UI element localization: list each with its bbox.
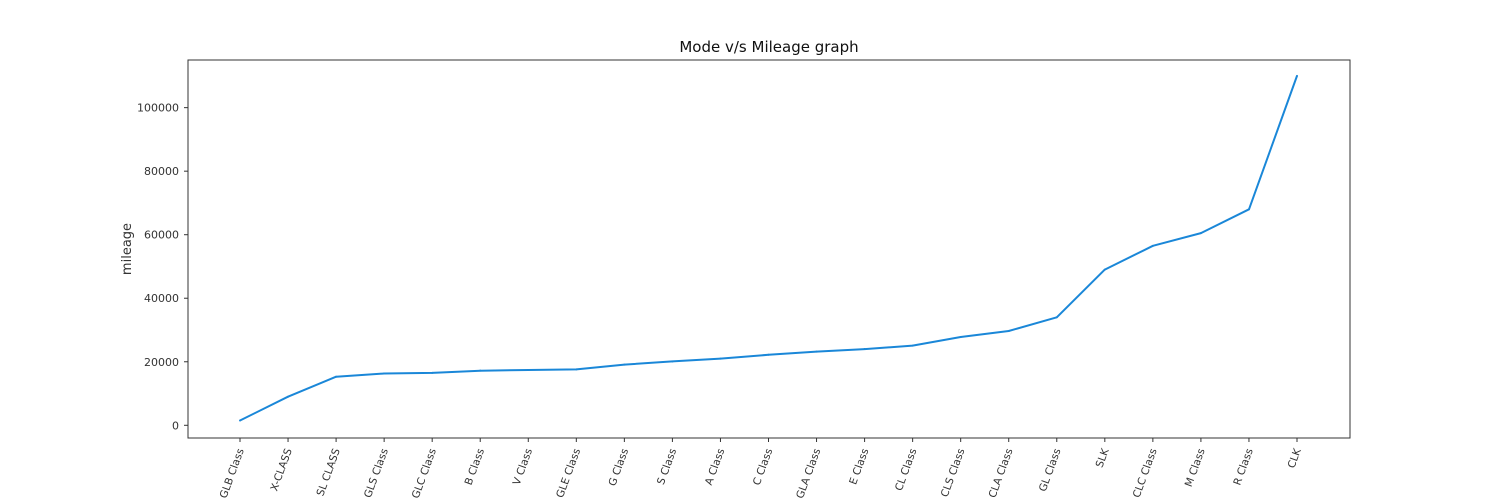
x-tick-label: SL CLASS — [315, 447, 343, 498]
y-tick-label: 0 — [172, 419, 179, 432]
x-tick-label: C Class — [751, 447, 775, 487]
data-point — [335, 375, 338, 378]
x-tick-label: GLS Class — [362, 447, 391, 500]
data-point — [239, 419, 241, 422]
data-point — [863, 348, 866, 351]
x-tick-label: V Class — [511, 447, 535, 487]
x-tick-label: CLC Class — [1131, 447, 1160, 499]
x-tick-label: GLC Class — [410, 447, 439, 500]
plot-area — [187, 59, 1351, 439]
data-point — [1199, 232, 1202, 235]
x-tick-label: GL Class — [1037, 447, 1064, 493]
y-tick-label: 20000 — [144, 356, 179, 369]
data-point — [815, 350, 818, 353]
data-point — [479, 369, 482, 372]
data-point — [1055, 316, 1058, 319]
x-tick-label: X-CLASS — [268, 447, 295, 493]
data-point — [287, 395, 290, 398]
data-point — [527, 369, 530, 372]
data-point — [959, 335, 962, 338]
data-point — [1151, 244, 1154, 247]
x-tick-label: CL Class — [893, 447, 919, 493]
x-tick-label: GLB Class — [218, 447, 247, 500]
data-point — [623, 363, 626, 366]
data-point — [1296, 74, 1298, 77]
x-tick-label: S Class — [655, 447, 679, 486]
y-tick-label: 80000 — [144, 165, 179, 178]
x-tick-label: SLK — [1094, 446, 1112, 469]
x-tick-label: CLK — [1286, 446, 1305, 470]
x-tick-label: GLA Class — [794, 447, 823, 500]
data-point — [1103, 268, 1106, 271]
x-tick-label: G Class — [607, 447, 632, 488]
x-tick-label: CLS Class — [939, 447, 968, 499]
chart-title: Mode v/s Mileage graph — [679, 38, 858, 56]
y-tick-label: 40000 — [144, 292, 179, 305]
x-tick-label: E Class — [847, 447, 871, 486]
x-tick-label: A Class — [703, 447, 727, 487]
mileage-line — [239, 75, 1298, 422]
x-tick-label: B Class — [463, 447, 487, 487]
y-axis-label: mileage — [120, 223, 135, 275]
y-axis: 0 20000 40000 60000 80000 100000 — [137, 102, 188, 432]
x-tick-label: R Class — [1231, 447, 1255, 487]
data-point — [1007, 329, 1010, 332]
data-point — [1247, 208, 1250, 211]
series-mileage — [239, 74, 1298, 422]
data-point — [383, 372, 386, 375]
x-tick-label: GLE Class — [554, 447, 583, 500]
data-point — [719, 357, 722, 360]
x-axis: GLB Class X-CLASS SL CLASS GLS Class GLC Cla… — [218, 438, 1304, 500]
data-point — [575, 368, 578, 371]
x-tick-label: M Class — [1183, 447, 1208, 489]
data-point — [431, 371, 434, 374]
data-point — [671, 360, 674, 363]
data-point — [767, 353, 770, 356]
data-point — [911, 344, 914, 347]
y-tick-label: 60000 — [144, 229, 179, 242]
y-tick-label: 100000 — [137, 102, 179, 115]
x-tick-label: CLA Class — [987, 447, 1016, 500]
